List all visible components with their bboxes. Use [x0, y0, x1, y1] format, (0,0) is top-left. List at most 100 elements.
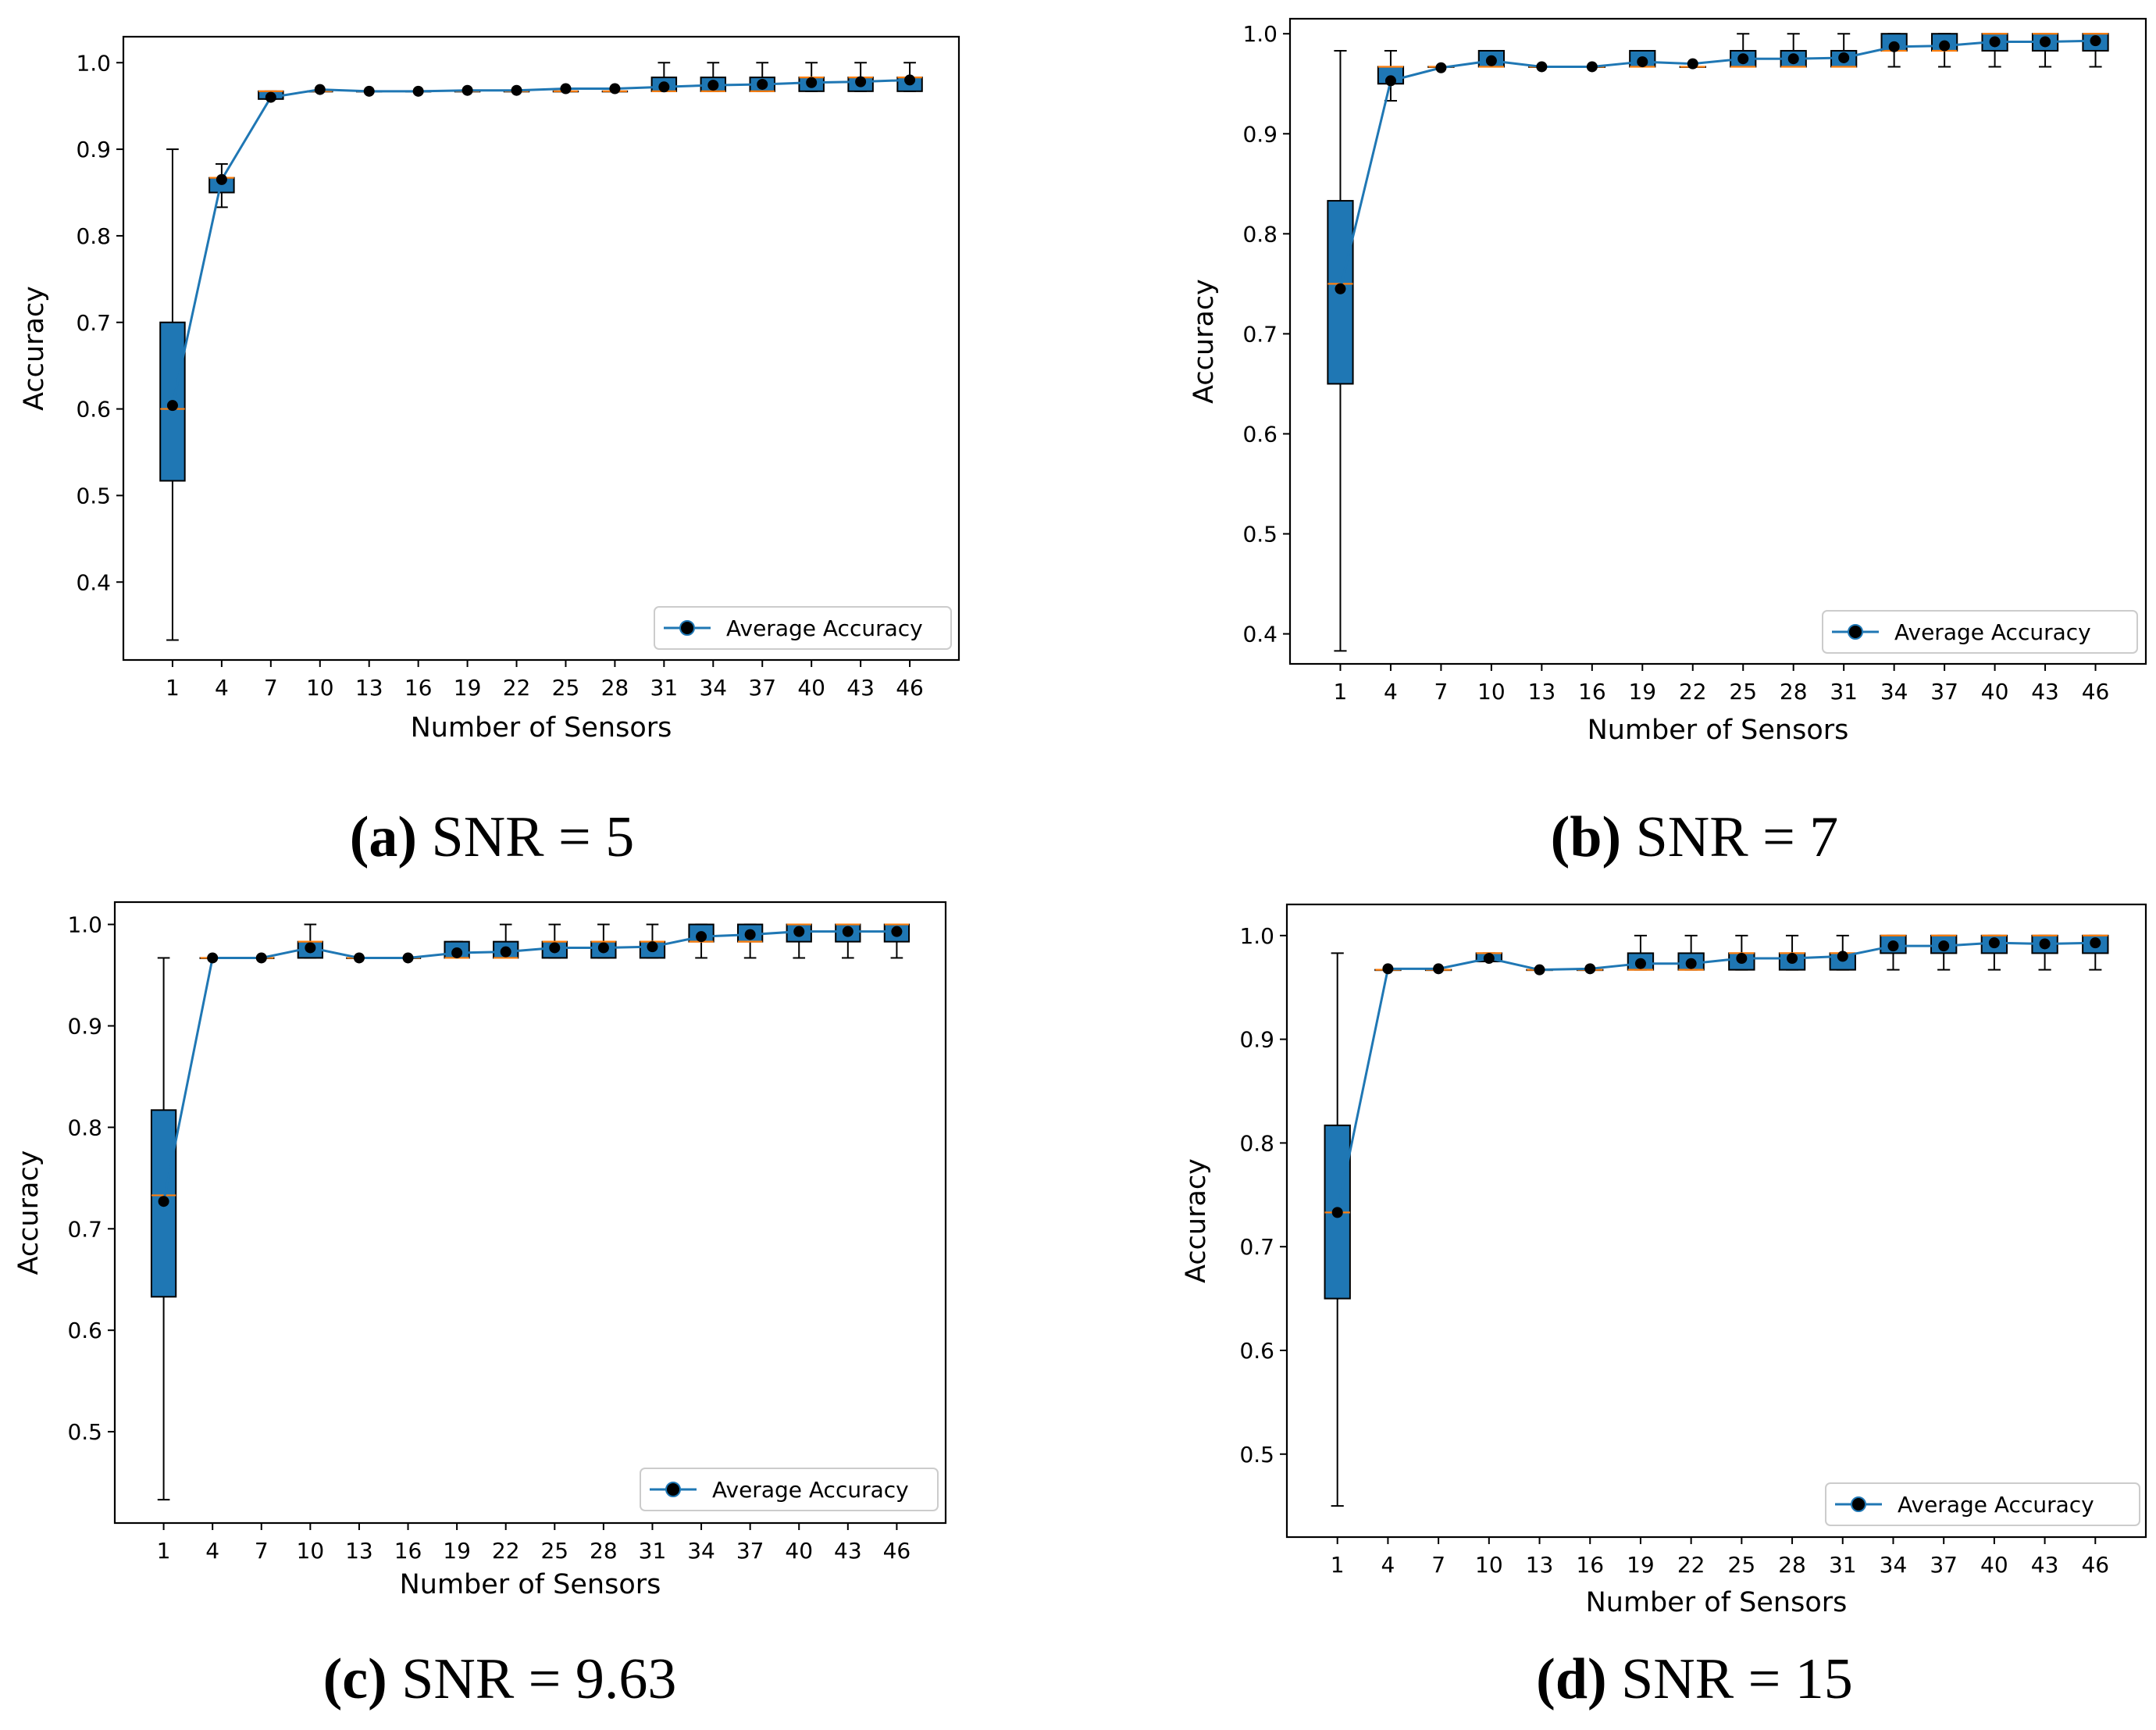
average-accuracy-point	[1988, 937, 2000, 949]
x-tick-label: 31	[1829, 1552, 1857, 1578]
average-accuracy-point	[609, 83, 621, 95]
average-accuracy-point	[1888, 41, 1900, 52]
caption-c-text: SNR = 9.63	[387, 1647, 677, 1711]
plot-frame	[1288, 17, 2147, 665]
y-tick-label: 0.5	[1239, 1442, 1274, 1468]
average-accuracy-point	[757, 78, 768, 90]
y-tick-label: 1.0	[1242, 21, 1278, 47]
x-tick-label: 34	[1880, 1552, 1908, 1578]
box-1	[1327, 49, 1354, 652]
legend-label: Average Accuracy	[1898, 1492, 2094, 1518]
y-tick-label: 0.9	[67, 1013, 102, 1039]
y-tick-label: 0.8	[76, 223, 111, 249]
average-accuracy-point	[1736, 953, 1748, 965]
x-tick-label: 25	[1728, 1552, 1756, 1578]
average-accuracy-point	[1483, 953, 1495, 965]
average-accuracy-point	[842, 926, 853, 937]
average-accuracy-line	[1339, 39, 2096, 290]
x-tick-label: 28	[601, 675, 629, 701]
average-accuracy-point	[904, 74, 916, 86]
x-tick-label: 4	[215, 675, 229, 701]
x-tick-label: 10	[1477, 679, 1506, 704]
y-axis-label: Accuracy	[13, 1150, 45, 1275]
average-accuracy-point	[461, 84, 473, 96]
x-tick-label: 40	[1981, 679, 2009, 704]
y-tick-label: 1.0	[76, 50, 111, 76]
average-accuracy-point	[1433, 963, 1445, 975]
x-tick-label: 37	[1930, 1552, 1958, 1578]
x-tick-label: 43	[2031, 679, 2059, 704]
x-tick-label: 1	[1334, 679, 1348, 704]
box-25	[1728, 934, 1755, 971]
average-accuracy-line	[162, 930, 897, 1202]
x-tick-label: 22	[1677, 1552, 1705, 1578]
average-accuracy-point	[2040, 36, 2051, 48]
x-tick-label: 13	[1528, 679, 1556, 704]
x-tick-label: 25	[552, 675, 580, 701]
x-tick-label: 16	[394, 1538, 422, 1564]
caption-b-letter: (b)	[1550, 805, 1622, 869]
caption-b-text: SNR = 7	[1621, 805, 1839, 869]
y-tick-label: 1.0	[1239, 923, 1274, 949]
x-tick-label: 34	[687, 1538, 715, 1564]
legend-box	[654, 606, 952, 650]
legend: Average Accuracy	[1822, 610, 2138, 654]
average-accuracy-point	[597, 942, 609, 954]
x-tick-label: 19	[454, 675, 482, 701]
box-31	[639, 923, 666, 959]
y-axis-label: Accuracy	[19, 286, 50, 411]
x-tick-label: 31	[639, 1538, 667, 1564]
x-axis-label: Number of Sensors	[1588, 715, 1849, 746]
y-tick-label: 0.5	[1242, 522, 1278, 548]
x-tick-label: 22	[492, 1538, 520, 1564]
y-tick-label: 0.4	[76, 569, 111, 595]
y-tick-label: 0.6	[67, 1318, 102, 1343]
average-accuracy-point	[707, 80, 719, 91]
box-4	[208, 162, 235, 209]
y-tick-label: 0.6	[1242, 421, 1278, 447]
x-tick-label: 43	[2031, 1552, 2059, 1578]
y-axis-label: Accuracy	[1181, 1158, 1212, 1283]
x-tick-label: 16	[404, 675, 433, 701]
x-tick-label: 43	[846, 675, 875, 701]
x-tick-label: 46	[2081, 1552, 2109, 1578]
legend-label: Average Accuracy	[726, 615, 923, 641]
x-tick-label: 4	[1381, 1552, 1395, 1578]
x-tick-label: 37	[748, 675, 776, 701]
x-tick-label: 4	[1384, 679, 1398, 704]
box-19	[1627, 934, 1655, 971]
average-accuracy-point	[265, 91, 276, 103]
average-accuracy-point	[1382, 963, 1394, 975]
average-accuracy-point	[647, 941, 658, 953]
x-tick-label: 16	[1578, 679, 1606, 704]
x-tick-label: 7	[264, 675, 278, 701]
average-accuracy-point	[1837, 951, 1848, 962]
x-tick-label: 37	[1930, 679, 1958, 704]
x-tick-label: 7	[1434, 679, 1448, 704]
average-accuracy-point	[1838, 52, 1850, 63]
caption-d-letter: (d)	[1536, 1647, 1607, 1711]
legend-marker	[1848, 624, 1863, 640]
average-accuracy-point	[1485, 55, 1497, 66]
caption-b: (b) SNR = 7	[1460, 804, 1929, 871]
average-accuracy-point	[511, 84, 522, 96]
x-tick-label: 13	[345, 1538, 373, 1564]
legend-box	[640, 1468, 939, 1511]
box-1	[159, 148, 186, 641]
box-28	[1778, 934, 1806, 971]
x-tick-label: 7	[255, 1538, 269, 1564]
x-tick-label: 46	[896, 675, 924, 701]
plot-frame	[1285, 903, 2147, 1539]
average-accuracy-point	[1586, 61, 1598, 73]
legend-marker	[679, 620, 695, 636]
average-accuracy-point	[255, 952, 267, 964]
x-tick-label: 31	[650, 675, 679, 701]
average-accuracy-point	[305, 942, 316, 954]
chart-panel-a: 0.4 0.5 0.6 0.7 0.8 0.9 1.0 1 4 7 10 13 16 19 22 25 28 31…	[19, 35, 960, 744]
average-accuracy-point	[1787, 953, 1798, 965]
x-tick-label: 37	[736, 1538, 764, 1564]
plot-frame	[122, 35, 960, 662]
average-accuracy-point	[560, 83, 572, 95]
average-accuracy-point	[166, 400, 178, 412]
